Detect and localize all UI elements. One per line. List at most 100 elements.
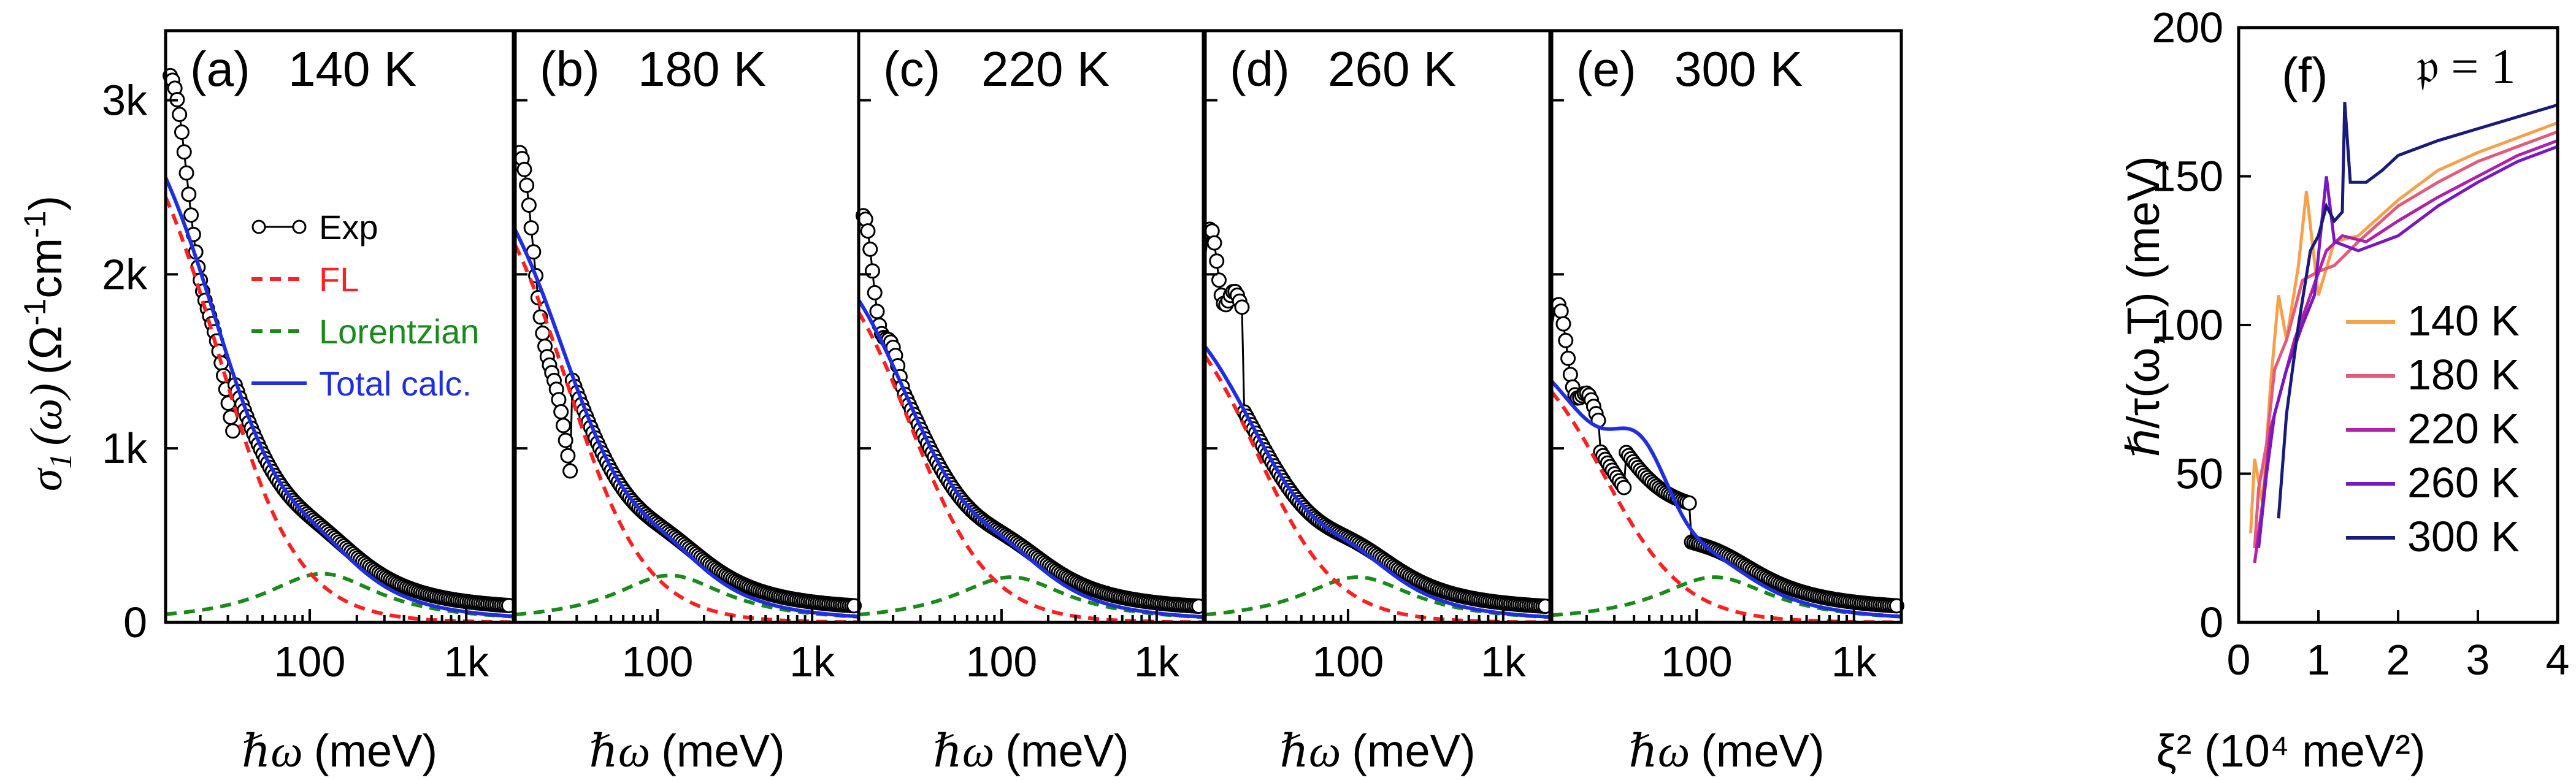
x-axis-label-2: ℏω (meV) — [589, 725, 784, 777]
panel-temperature-2: 180 K — [638, 42, 766, 96]
exp-point — [523, 220, 539, 236]
panel-f-annotation: 𝔭 = 1 — [2417, 40, 2515, 94]
x-tick-label: 1k — [1831, 638, 1877, 686]
exp-point — [1616, 480, 1632, 495]
panel-label-4: (d) — [1230, 42, 1290, 96]
exp-series-5 — [1549, 297, 1904, 614]
panel-temperature-4: 260 K — [1328, 42, 1456, 96]
x-axis-label-unit: (meV) — [314, 725, 437, 776]
total-calc-curve-3 — [857, 299, 1204, 619]
exp-point — [862, 241, 878, 257]
exp-point — [519, 177, 535, 193]
x-axis-label-5: ℏω (meV) — [1628, 725, 1824, 777]
exp-point — [869, 304, 885, 319]
panel-temperature-3: 220 K — [981, 42, 1110, 96]
exp-point — [1234, 299, 1250, 315]
exp-point — [555, 418, 571, 434]
exp-point — [1562, 367, 1578, 383]
y-tick-label: 2k — [102, 250, 148, 298]
f-legend-label: 300 K — [2407, 513, 2520, 560]
panel-temperature-1: 140 K — [288, 42, 416, 96]
exp-point — [562, 463, 578, 479]
exp-point — [860, 223, 876, 239]
y-tick-label: 3k — [102, 77, 148, 124]
scattering-x-axis-label: ξ² (10⁴ meV²) — [2156, 725, 2425, 776]
exp-series-2 — [512, 145, 862, 614]
exp-point — [553, 403, 569, 419]
total-calc-curve-1 — [164, 177, 514, 618]
exp-point — [1553, 303, 1569, 319]
f-legend-label: 260 K — [2407, 459, 2520, 507]
scattering-y-axis-label: ℏ/τ(ω,T) (meV) — [2118, 156, 2169, 457]
panel-1: 100 1k (a) 140 K ℏω (meV) — [163, 29, 516, 777]
x-axis-label-unit: (meV) — [661, 725, 784, 776]
exp-point — [560, 448, 576, 464]
f-legend-label: 140 K — [2407, 297, 2520, 345]
conductivity-panels: 100 1k(a) 140 Kℏω (meV)100 1k(b) 180 Kℏω (meV)… — [163, 29, 1904, 777]
x-tick-label: 100 — [622, 638, 694, 686]
legend-entry-4: Total calc. — [251, 364, 472, 403]
f-y-tick-label: 200 — [2152, 4, 2223, 52]
exp-point — [181, 186, 197, 202]
fl-curve-4 — [1203, 355, 1551, 624]
exp-point — [867, 285, 883, 300]
exp-point — [1211, 272, 1227, 288]
x-tick-label: 1k — [789, 638, 835, 686]
x-axis-label-symbol: ℏω — [242, 727, 303, 777]
exp-series-3 — [855, 208, 1207, 614]
exp-point — [178, 165, 194, 181]
x-tick-label: 100 — [274, 638, 346, 686]
panel-frame-5 — [1550, 29, 1903, 624]
y-tick-label: 0 — [123, 598, 147, 646]
x-axis-label-3: ℏω (meV) — [933, 725, 1129, 777]
f-legend-entry-4: 260 K — [2346, 459, 2520, 507]
panel-3: 100 1k (c) 220 K ℏω (meV) — [855, 29, 1207, 777]
legend-exp-marker — [251, 220, 266, 234]
x-axis-label-symbol: ℏω — [589, 727, 650, 777]
exp-point — [1206, 235, 1222, 251]
conductivity-legend: Exp FL Lorentzian Total calc. — [251, 208, 480, 403]
ylabel-arg: (ω) — [21, 383, 72, 446]
x-axis-label-unit: (meV) — [1352, 725, 1475, 776]
exp-point — [558, 432, 573, 448]
legend-entry-1: Exp — [251, 208, 378, 247]
exp-point — [1555, 316, 1571, 332]
x-tick-label: 1k — [1134, 638, 1180, 686]
x-axis-label-symbol: ℏω — [1628, 727, 1690, 777]
exp-point — [1209, 253, 1225, 269]
f-x-tick-label: 0 — [2227, 636, 2251, 684]
f-legend-entry-2: 180 K — [2346, 351, 2520, 399]
ylabel-sup1: -1 — [18, 299, 52, 326]
exp-point — [172, 107, 188, 123]
legend-entry-2: FL — [251, 260, 359, 299]
scattering-series-260K — [2257, 145, 2558, 549]
x-axis-label-symbol: ℏω — [933, 727, 994, 777]
exp-point — [521, 197, 537, 213]
f-y-tick-label: 0 — [2199, 598, 2223, 646]
legend-entry-3: Lorentzian — [251, 312, 480, 351]
x-axis-label-unit: (meV) — [1005, 725, 1129, 776]
f-x-tick-label: 4 — [2546, 636, 2570, 684]
x-tick-label: 100 — [1313, 638, 1384, 686]
conductivity-y-tick-labels: 0 1k 2k 3k — [102, 77, 148, 646]
legend-label-3: Lorentzian — [319, 312, 480, 351]
x-tick-label: 1k — [443, 638, 489, 686]
f-legend-entry-3: 220 K — [2346, 405, 2520, 453]
exp-point — [1558, 332, 1574, 348]
exp-series-4 — [1202, 221, 1554, 614]
f-x-tick-label: 2 — [2386, 636, 2410, 684]
panel-frame-1 — [164, 29, 515, 624]
legend-exp-marker — [292, 220, 307, 234]
total-calc-curve-4 — [1203, 345, 1551, 619]
f-legend-label: 220 K — [2407, 405, 2520, 453]
f-x-tick-label: 3 — [2466, 636, 2490, 684]
x-axis-label-4: ℏω (meV) — [1279, 725, 1475, 777]
panel-frame-2 — [513, 29, 861, 624]
f-y-tick-label: 100 — [2152, 301, 2223, 349]
ylabel-sigma: σ — [21, 467, 72, 491]
ylabel-sup2: -1 — [18, 211, 52, 238]
panel-temperature-5: 300 K — [1674, 42, 1803, 96]
exp-point — [516, 161, 532, 177]
total-calc-curve-5 — [1550, 380, 1902, 619]
